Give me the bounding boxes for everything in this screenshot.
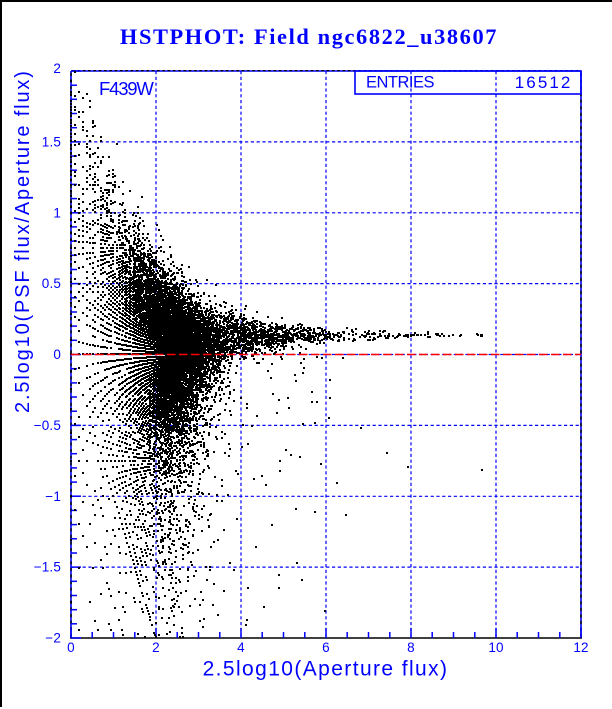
svg-text:HSTPHOT: Field ngc6822_u38607: HSTPHOT: Field ngc6822_u38607: [120, 24, 498, 49]
svg-text:0: 0: [67, 640, 75, 655]
svg-text:0: 0: [53, 347, 61, 362]
svg-text:−1.5: −1.5: [34, 560, 61, 575]
svg-text:12: 12: [573, 640, 588, 655]
svg-text:6: 6: [322, 640, 330, 655]
svg-text:2: 2: [152, 640, 160, 655]
svg-text:2.5log10(Aperture flux): 2.5log10(Aperture flux): [203, 658, 449, 681]
svg-text:10: 10: [488, 640, 503, 655]
svg-text:−0.5: −0.5: [34, 418, 61, 433]
svg-text:−2: −2: [45, 631, 61, 646]
svg-text:16512: 16512: [515, 73, 573, 92]
svg-text:1: 1: [53, 205, 61, 220]
svg-text:4: 4: [237, 640, 245, 655]
svg-text:2: 2: [53, 61, 61, 76]
svg-text:8: 8: [407, 640, 415, 655]
svg-text:−1: −1: [45, 489, 61, 504]
svg-text:2.5log10(PSF flux/Aperture flu: 2.5log10(PSF flux/Aperture flux): [12, 69, 34, 413]
svg-text:0.5: 0.5: [42, 276, 61, 291]
svg-text:ENTRIES: ENTRIES: [366, 74, 435, 92]
svg-text:1.5: 1.5: [42, 135, 61, 150]
svg-text:F439W: F439W: [99, 78, 154, 99]
